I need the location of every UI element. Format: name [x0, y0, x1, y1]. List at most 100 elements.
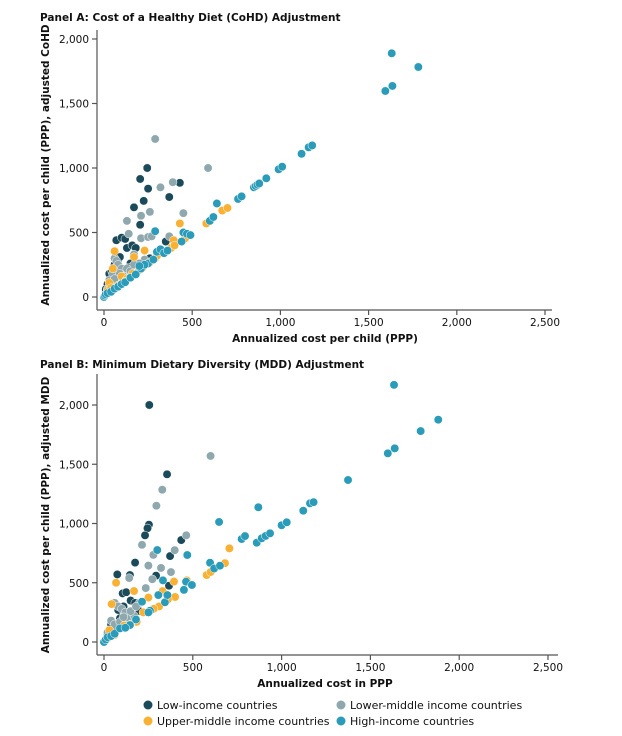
data-point-upper-middle-income: [110, 246, 120, 256]
data-point-lower-middle-income: [178, 208, 188, 218]
data-point-upper-middle-income: [170, 240, 180, 250]
data-point-lower-middle-income: [124, 573, 134, 583]
panel-a: 0 500 1,000 1,500 2,000 2,500 0 500 1,000 1,500 2,…: [59, 30, 560, 329]
data-point-lower-middle-income: [166, 567, 176, 577]
data-point-lower-middle-income: [122, 216, 132, 226]
data-point-high-income: [162, 590, 172, 600]
panel-b: 0 500 1,000 1,500 2,000 2,500 0 500 1,000 1,500 2,…: [59, 374, 563, 674]
data-point-lower-middle-income: [156, 563, 166, 573]
data-point-high-income: [265, 528, 275, 538]
data-point-lower-middle-income: [145, 207, 155, 217]
data-point-low-income: [129, 202, 139, 212]
data-point-high-income: [214, 517, 224, 527]
legend-marker-upper-middle-income: [143, 716, 153, 726]
data-point-high-income: [153, 590, 163, 600]
data-point-low-income: [135, 220, 145, 230]
data-point-high-income: [433, 415, 443, 425]
x-tick-label: 500: [182, 317, 202, 329]
data-point-low-income: [121, 587, 131, 597]
data-point-high-income: [131, 269, 141, 279]
data-point-high-income: [390, 443, 400, 453]
data-point-lower-middle-income: [155, 182, 165, 192]
data-point-upper-middle-income: [111, 578, 121, 588]
y-tick-label: 0: [82, 292, 89, 304]
data-point-high-income: [389, 380, 399, 390]
data-point-lower-middle-income: [206, 451, 216, 461]
panel-a-x-axis-label: Annualized cost per child (PPP): [232, 333, 418, 345]
data-point-upper-middle-income: [223, 203, 232, 213]
data-point-upper-middle-income: [108, 264, 118, 274]
data-point-high-income: [131, 615, 141, 624]
data-point-lower-middle-income: [119, 612, 128, 622]
legend-label-upper-middle-income: Upper-middle income countries: [157, 715, 330, 728]
x-tick-label: 1,500: [355, 662, 385, 674]
data-point-lower-middle-income: [168, 177, 178, 187]
x-tick-label: 1,000: [265, 317, 295, 329]
data-point-high-income: [277, 162, 287, 172]
legend-marker-lower-middle-income: [336, 700, 346, 710]
legend: Low-income countries Lower-middle income…: [143, 699, 522, 728]
x-tick-label: 2,500: [530, 317, 560, 329]
data-point-high-income: [387, 81, 397, 91]
data-point-low-income: [112, 570, 122, 579]
x-tick-label: 2,000: [442, 317, 472, 329]
data-point-high-income: [177, 237, 187, 246]
data-point-high-income: [240, 531, 250, 541]
data-point-lower-middle-income: [181, 530, 191, 540]
y-tick-label: 2,000: [59, 34, 89, 46]
data-point-upper-middle-income: [224, 543, 234, 553]
data-point-lower-middle-income: [157, 485, 167, 495]
data-point-lower-middle-income: [147, 574, 157, 584]
panel-a-y-axis-label: Annualized cost per child (PPP), adjuste…: [40, 24, 52, 305]
data-point-lower-middle-income: [137, 540, 147, 550]
y-tick-label: 2,000: [59, 400, 89, 412]
y-tick-label: 500: [69, 228, 89, 240]
data-point-high-income: [182, 550, 192, 560]
data-point-lower-middle-income: [151, 501, 161, 511]
data-point-upper-middle-income: [129, 252, 139, 262]
y-tick-label: 500: [69, 578, 89, 590]
data-point-high-income: [148, 255, 158, 265]
data-point-lower-middle-income: [141, 583, 151, 593]
data-point-high-income: [254, 179, 264, 188]
data-point-high-income: [212, 199, 222, 208]
series-high-income: [99, 380, 443, 647]
x-tick-label: 2,000: [444, 662, 474, 674]
data-point-lower-middle-income: [203, 163, 213, 173]
x-tick-label: 0: [101, 662, 108, 674]
panel-b-title: Panel B: Minimum Dietary Diversity (MDD)…: [40, 359, 364, 371]
data-point-high-income: [215, 561, 225, 571]
data-point-upper-middle-income: [169, 577, 179, 587]
data-point-high-income: [261, 173, 271, 183]
data-point-low-income: [142, 163, 152, 173]
data-point-low-income: [130, 558, 140, 568]
data-point-high-income: [137, 597, 147, 607]
x-tick-label: 0: [101, 317, 108, 329]
y-tick-label: 1,500: [59, 459, 89, 471]
data-point-high-income: [110, 629, 120, 639]
data-point-high-income: [187, 580, 197, 590]
data-point-high-income: [120, 623, 130, 633]
data-point-high-income: [416, 426, 426, 436]
data-point-upper-middle-income: [143, 593, 153, 603]
panel-b-y-axis-label: Annualized cost per child (PPP), adjuste…: [40, 376, 52, 653]
data-point-lower-middle-income: [131, 602, 141, 611]
y-tick-label: 0: [82, 637, 89, 649]
y-tick-label: 1,000: [59, 519, 89, 531]
data-point-high-income: [343, 475, 353, 485]
data-point-high-income: [383, 448, 393, 458]
legend-label-high-income: High-income countries: [350, 715, 474, 728]
legend-label-low-income: Low-income countries: [157, 699, 278, 712]
legend-label-lower-middle-income: Lower-middle income countries: [350, 699, 522, 712]
data-point-high-income: [297, 149, 307, 159]
data-point-high-income: [237, 191, 247, 201]
data-point-high-income: [298, 506, 308, 516]
data-point-high-income: [282, 517, 292, 527]
data-point-lower-middle-income: [143, 561, 153, 571]
data-point-upper-middle-income: [140, 246, 150, 256]
data-point-high-income: [185, 230, 195, 240]
y-tick-label: 1,500: [59, 99, 89, 111]
data-point-low-income: [165, 551, 175, 561]
data-point-high-income: [152, 545, 162, 555]
panel-a-title: Panel A: Cost of a Healthy Diet (CoHD) A…: [40, 12, 340, 24]
